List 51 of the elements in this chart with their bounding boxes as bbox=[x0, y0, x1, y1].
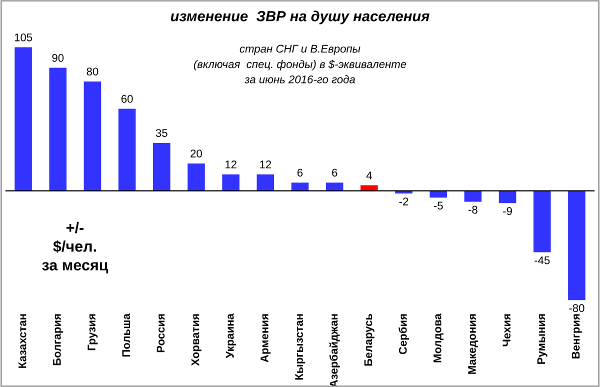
x-tick-label: Венгрия bbox=[572, 314, 582, 358]
bar bbox=[533, 190, 551, 252]
x-tick-label: Украина bbox=[226, 313, 236, 358]
bar bbox=[222, 174, 240, 191]
x-tick-label: Молдова bbox=[434, 313, 444, 362]
data-label: 105 bbox=[14, 33, 32, 42]
data-label: 12 bbox=[260, 160, 272, 168]
text: стран СНГ и В.Европы (включая спец. фонды) в $-эквиваленте за июнь 2016-го года bbox=[194, 44, 406, 84]
x-tick-label: Польша bbox=[122, 313, 130, 357]
x-tick-label: Беларусь bbox=[364, 314, 374, 366]
data-label: 80 bbox=[86, 68, 98, 76]
data-label: -45 bbox=[534, 256, 550, 264]
bar bbox=[326, 182, 344, 191]
data-label: 60 bbox=[121, 94, 133, 103]
x-tick-label: Хорватия bbox=[191, 314, 202, 366]
bar bbox=[49, 68, 67, 191]
data-label: -5 bbox=[434, 202, 443, 210]
x-tick-label: Казахстан bbox=[18, 314, 26, 368]
x-tick-label: Россия bbox=[156, 314, 165, 352]
data-label: 90 bbox=[52, 54, 64, 62]
x-tick-label: Грузия bbox=[88, 314, 98, 350]
bar bbox=[14, 47, 32, 191]
data-label: 6 bbox=[332, 168, 338, 177]
x-tick-label: Азербайджан bbox=[329, 314, 340, 387]
x-tick-label: Румыния bbox=[537, 314, 548, 364]
data-label: -2 bbox=[399, 198, 408, 206]
x-tick-label: Армения bbox=[260, 314, 271, 362]
bar bbox=[118, 108, 136, 191]
data-label: 12 bbox=[225, 160, 236, 168]
bar bbox=[291, 182, 309, 191]
bar bbox=[84, 81, 102, 191]
data-label: 6 bbox=[297, 168, 303, 177]
data-label: -80 bbox=[569, 304, 584, 312]
data-label: -9 bbox=[503, 207, 512, 216]
x-tick-label: Македония bbox=[468, 314, 478, 374]
x-tick-label: Чехия bbox=[502, 314, 511, 346]
bar bbox=[568, 190, 586, 300]
x-tick-label: Болгария bbox=[53, 314, 64, 366]
bar bbox=[256, 174, 274, 191]
data-label: -8 bbox=[468, 206, 478, 214]
annotation: +/- $/чел. за месяц bbox=[42, 222, 108, 274]
data-label: 4 bbox=[366, 172, 372, 180]
x-tick-label: Кыргызстан bbox=[295, 314, 306, 380]
data-label: 20 bbox=[190, 150, 202, 158]
bar bbox=[188, 163, 205, 191]
x-tick-label: Сербия bbox=[398, 314, 409, 354]
bar bbox=[464, 190, 482, 202]
data-label: 35 bbox=[156, 129, 168, 137]
bar bbox=[153, 142, 170, 191]
bar bbox=[498, 190, 516, 204]
chart-title: изменение ЗВР на душу населения bbox=[170, 10, 430, 24]
